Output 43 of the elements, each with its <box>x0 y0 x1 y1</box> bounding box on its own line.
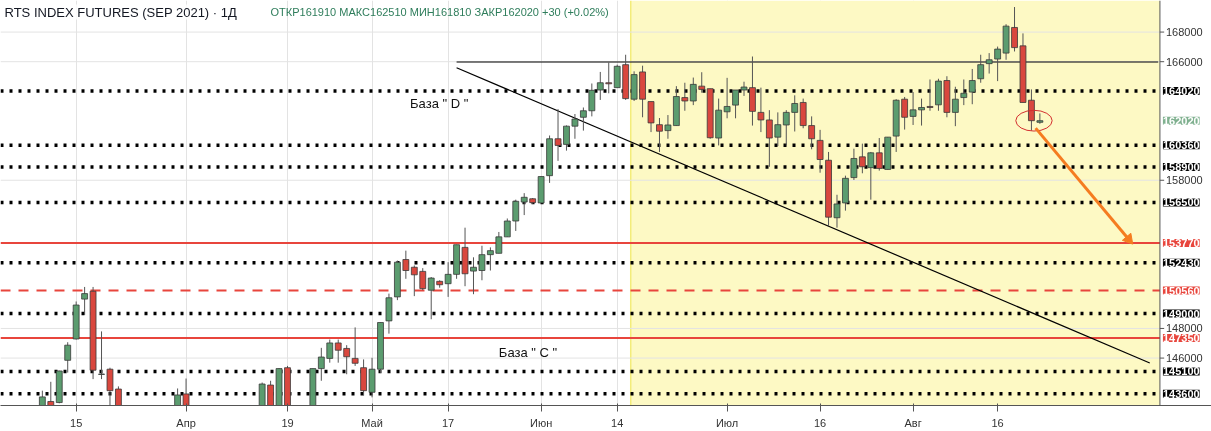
y-tick-label: 146000 <box>1165 352 1203 365</box>
ref-line-label: 147350 <box>1162 332 1200 345</box>
candlestick <box>512 199 520 232</box>
candlestick <box>647 101 655 133</box>
ref-line-label: 160360 <box>1162 139 1200 152</box>
ref-line-label: 149000 <box>1162 307 1200 320</box>
x-tick-label: 16 <box>813 416 827 429</box>
ref-line-label: 158900 <box>1162 160 1200 173</box>
ref-line-label: 153770 <box>1162 236 1200 249</box>
x-tick-label: 14 <box>611 416 624 429</box>
candlestick <box>968 68 976 105</box>
x-tick-label: 19 <box>281 416 294 429</box>
candlestick <box>816 129 824 174</box>
candlestick <box>64 341 72 374</box>
y-tick-label: 166000 <box>1165 55 1203 68</box>
ref-line-label: 145100 <box>1162 365 1200 378</box>
x-tick-label: Июл <box>715 416 739 429</box>
ref-line-label: 152430 <box>1162 256 1200 269</box>
candlestick <box>385 293 393 335</box>
y-tick-label: 168000 <box>1165 26 1203 39</box>
candlestick <box>960 78 968 106</box>
text: 162020 <box>1162 114 1200 127</box>
x-tick-label: 15 <box>70 416 83 429</box>
candlestick <box>571 113 579 140</box>
x-tick-label: Июн <box>530 416 553 429</box>
x-tick-label: Авг <box>904 416 922 429</box>
y-tick-label: 148000 <box>1165 322 1203 335</box>
x-tick-label: 17 <box>442 416 455 429</box>
chart-title: RTS INDEX FUTURES (SEP 2021) · 1Д <box>4 4 237 20</box>
x-tick-label: Апр <box>176 416 196 429</box>
annotation: База " D " <box>410 95 469 111</box>
y-tick-label: 158000 <box>1165 174 1203 187</box>
ref-line-label: 143600 <box>1162 387 1200 400</box>
candlestick <box>351 326 359 367</box>
candlestick <box>503 217 511 238</box>
annotation: База " C " <box>498 344 558 360</box>
x-tick-label: Май <box>361 416 383 429</box>
ref-line-label: 164020 <box>1162 85 1200 98</box>
candlestick <box>977 54 985 84</box>
x-tick-label: 16 <box>991 416 1004 429</box>
text: ОТКР161910 МАКС162510 МИН161810 ЗАКР162020 +30 (+0.02%) <box>270 5 609 18</box>
ref-line-label: 156500 <box>1162 196 1200 209</box>
ref-line-label: 150560 <box>1162 284 1200 297</box>
